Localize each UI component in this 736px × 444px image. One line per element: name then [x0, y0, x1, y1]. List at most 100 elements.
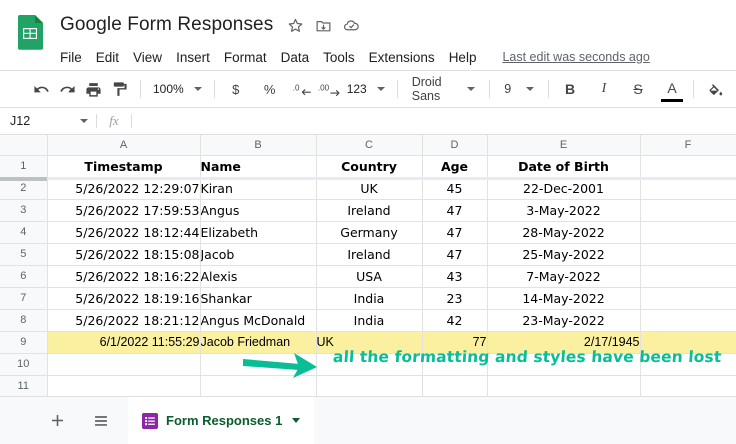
cell-e3[interactable]: 3-May-2022	[486, 198, 641, 222]
row-header-6[interactable]: 6	[0, 264, 48, 288]
cell-b6[interactable]: Alexis	[199, 264, 317, 288]
cell-f6[interactable]	[639, 264, 736, 288]
cell-f9[interactable]	[639, 330, 736, 354]
cell-d11[interactable]	[421, 374, 488, 397]
cell-c8[interactable]: India	[315, 308, 423, 332]
name-box[interactable]: J12	[0, 108, 96, 134]
add-sheet-icon[interactable]	[40, 404, 74, 438]
spreadsheet-grid[interactable]: A B C D E F 1 Timestamp Name Country Age…	[0, 135, 736, 397]
cell-c10[interactable]	[315, 352, 423, 376]
column-header-e[interactable]: E	[486, 135, 641, 156]
cell-f3[interactable]	[639, 198, 736, 222]
cell-e1[interactable]: Date of Birth	[486, 154, 641, 178]
cell-b3[interactable]: Angus	[199, 198, 317, 222]
row-header-1[interactable]: 1	[0, 154, 48, 178]
chevron-down-icon[interactable]	[292, 418, 301, 424]
cell-a7[interactable]: 5/26/2022 18:19:16	[46, 286, 201, 310]
cell-c7[interactable]: India	[315, 286, 423, 310]
cell-e2[interactable]: 22-Dec-2001	[486, 176, 641, 200]
cell-e8[interactable]: 23-May-2022	[486, 308, 641, 332]
cell-c2[interactable]: UK	[315, 176, 423, 200]
cell-f5[interactable]	[639, 242, 736, 266]
italic-button[interactable]: I	[601, 81, 607, 96]
cell-d1[interactable]: Age	[421, 154, 488, 178]
cell-c3[interactable]: Ireland	[315, 198, 423, 222]
row-header-9[interactable]: 9	[0, 330, 48, 354]
frozen-row-handle[interactable]	[0, 177, 47, 181]
menu-file[interactable]: File	[60, 49, 82, 65]
cell-e9[interactable]: 2/17/1945	[486, 330, 641, 354]
column-header-b[interactable]: B	[199, 135, 317, 156]
currency-format-button[interactable]: $	[232, 81, 240, 97]
cell-d2[interactable]: 45	[421, 176, 488, 200]
cell-b7[interactable]: Shankar	[199, 286, 317, 310]
cell-f7[interactable]	[639, 286, 736, 310]
zoom-control[interactable]: 100%	[149, 77, 206, 101]
sheet-tab-form-responses-1[interactable]: Form Responses 1	[128, 397, 315, 444]
cell-c9[interactable]: UK	[315, 330, 423, 354]
fill-color-icon[interactable]	[702, 76, 728, 102]
print-icon[interactable]	[80, 76, 106, 102]
cell-a6[interactable]: 5/26/2022 18:16:22	[46, 264, 201, 288]
cell-e10[interactable]	[486, 352, 641, 376]
redo-icon[interactable]	[54, 76, 80, 102]
cell-f10[interactable]	[639, 352, 736, 376]
cell-b2[interactable]: Kiran	[199, 176, 317, 200]
menu-help[interactable]: Help	[448, 49, 477, 65]
star-icon[interactable]	[287, 17, 304, 34]
decrease-decimal-button[interactable]: .0	[291, 76, 317, 102]
row-header-11[interactable]: 11	[0, 374, 48, 397]
menu-tools[interactable]: Tools	[323, 49, 355, 65]
cell-d3[interactable]: 47	[421, 198, 488, 222]
increase-decimal-button[interactable]: .00	[317, 76, 343, 102]
menu-view[interactable]: View	[133, 49, 163, 65]
cell-d9[interactable]: 77	[421, 330, 488, 354]
cell-b10[interactable]	[199, 352, 317, 376]
cell-a1[interactable]: Timestamp	[46, 154, 201, 178]
cell-d8[interactable]: 42	[421, 308, 488, 332]
undo-icon[interactable]	[28, 76, 54, 102]
cell-b5[interactable]: Jacob	[199, 242, 317, 266]
cell-b4[interactable]: Elizabeth	[199, 220, 317, 244]
strikethrough-button[interactable]: S	[633, 81, 643, 97]
text-color-button[interactable]: A	[659, 76, 685, 102]
cell-b11[interactable]	[199, 374, 317, 397]
cell-f2[interactable]	[639, 176, 736, 200]
cell-a8[interactable]: 5/26/2022 18:21:12	[46, 308, 201, 332]
cell-b1[interactable]: Name	[199, 154, 317, 178]
cell-e11[interactable]	[486, 374, 641, 397]
row-header-10[interactable]: 10	[0, 352, 48, 376]
cell-e6[interactable]: 7-May-2022	[486, 264, 641, 288]
cell-f1[interactable]	[639, 154, 736, 178]
cell-c5[interactable]: Ireland	[315, 242, 423, 266]
cell-c1[interactable]: Country	[315, 154, 423, 178]
menu-format[interactable]: Format	[223, 49, 267, 65]
cell-f11[interactable]	[639, 374, 736, 397]
menu-extensions[interactable]: Extensions	[368, 49, 435, 65]
menu-insert[interactable]: Insert	[176, 49, 210, 65]
cell-e7[interactable]: 14-May-2022	[486, 286, 641, 310]
cloud-saved-icon[interactable]	[343, 17, 360, 34]
cell-c11[interactable]	[315, 374, 423, 397]
column-header-c[interactable]: C	[315, 135, 423, 156]
cell-c4[interactable]: Germany	[315, 220, 423, 244]
all-sheets-icon[interactable]	[84, 404, 118, 438]
more-formats-button[interactable]: 123	[343, 77, 389, 101]
cell-a3[interactable]: 5/26/2022 17:59:53	[46, 198, 201, 222]
cell-a4[interactable]: 5/26/2022 18:12:44	[46, 220, 201, 244]
menu-data[interactable]: Data	[280, 49, 310, 65]
cell-a5[interactable]: 5/26/2022 18:15:08	[46, 242, 201, 266]
last-edit-status[interactable]: Last edit was seconds ago	[502, 50, 650, 64]
cell-d10[interactable]	[421, 352, 488, 376]
bold-button[interactable]: B	[564, 81, 576, 97]
row-header-4[interactable]: 4	[0, 220, 48, 244]
select-all-corner[interactable]	[0, 135, 48, 156]
column-header-f[interactable]: F	[639, 135, 736, 156]
cell-b9[interactable]: Jacob Friedman	[199, 330, 317, 354]
column-header-d[interactable]: D	[421, 135, 488, 156]
move-to-folder-icon[interactable]	[315, 17, 332, 34]
cell-e5[interactable]: 25-May-2022	[486, 242, 641, 266]
row-header-3[interactable]: 3	[0, 198, 48, 222]
row-header-5[interactable]: 5	[0, 242, 48, 266]
cell-a9[interactable]: 6/1/2022 11:55:29	[46, 330, 201, 354]
